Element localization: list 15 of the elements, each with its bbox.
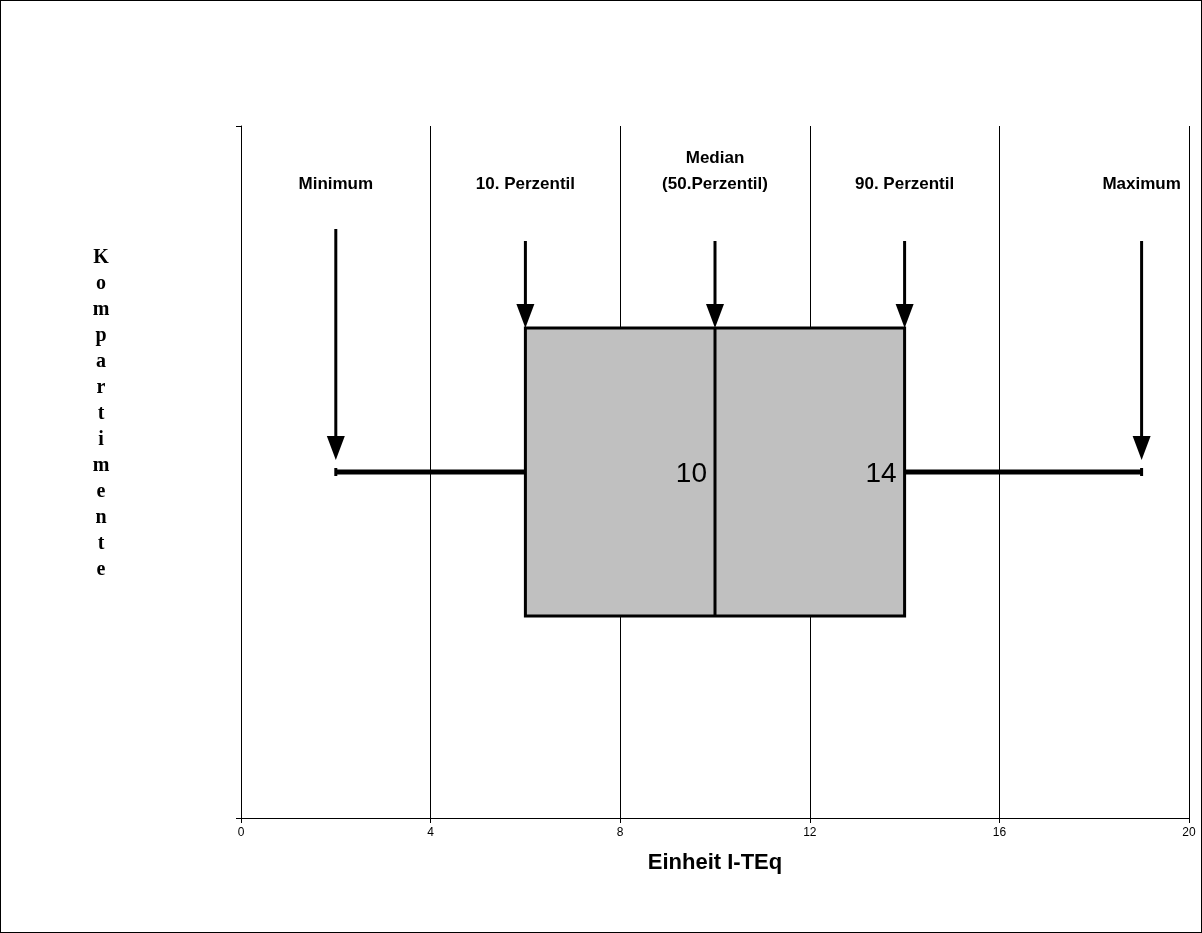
annotation: Median (50.Perzentil) (662, 147, 768, 193)
x-tick-label: 12 (803, 825, 817, 839)
annotation: 10 (675, 456, 707, 488)
annotation: Maximum (1102, 173, 1181, 193)
x-axis-title: Einheit I-TEq (647, 848, 783, 874)
x-tick-label: 4 (427, 825, 435, 839)
annotation: 14 (865, 456, 897, 488)
x-tick-label: 0 (237, 825, 245, 839)
annotation: Minimum (298, 173, 374, 193)
x-tick-label: 8 (616, 825, 624, 839)
annotation: 10. Perzentil (475, 173, 576, 193)
text: Kompartimente (92, 245, 110, 579)
x-tick-label: 16 (992, 825, 1007, 839)
annotation: 90. Perzentil (854, 173, 955, 193)
x-tick-label: 20 (1182, 825, 1196, 839)
